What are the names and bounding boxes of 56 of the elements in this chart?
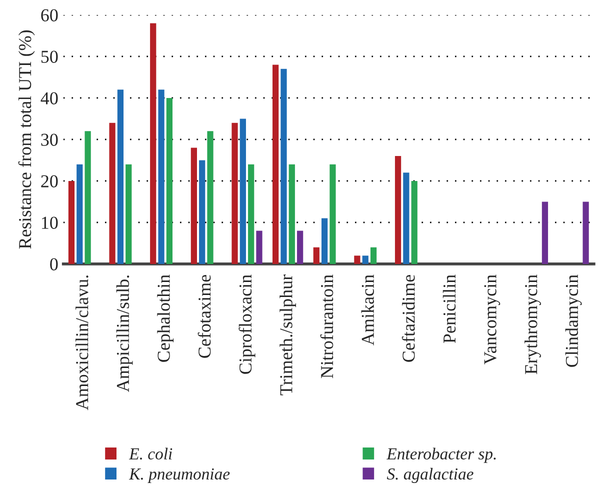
bar	[76, 164, 83, 264]
bar	[68, 180, 75, 264]
x-tick-label: Nitrofurantoin	[320, 274, 334, 378]
x-tick-label: Penicillin	[442, 274, 456, 344]
legend-label: Enterobacter sp.	[386, 448, 496, 463]
x-tick-label: Cefotaxime	[198, 274, 211, 358]
bar	[280, 68, 287, 264]
bar	[411, 180, 418, 264]
bar	[370, 247, 377, 264]
x-tick-label: Amoxicillin/clavu.	[76, 276, 88, 410]
bar	[288, 164, 295, 264]
x-tick-label: Clindamycin	[565, 274, 582, 367]
y-tick-label: 0	[50, 258, 58, 270]
x-tick-label: Ampicillin/sulb.	[116, 276, 133, 392]
legend-label: E. coli	[128, 448, 172, 460]
bar	[330, 164, 336, 264]
bar	[207, 131, 214, 264]
bar	[256, 230, 262, 264]
y-tick-label: 30	[41, 134, 58, 146]
bar	[248, 164, 254, 264]
bar	[166, 98, 173, 264]
y-tick-label: 20	[41, 175, 58, 188]
bar	[297, 230, 304, 264]
bar	[158, 90, 164, 264]
bar	[117, 90, 124, 264]
bar	[354, 256, 360, 264]
legend-label: K. pneumoniae	[128, 468, 230, 483]
x-tick-label: Erythromycin	[524, 274, 541, 374]
bar	[199, 160, 206, 264]
bar	[126, 164, 132, 264]
bar	[313, 247, 320, 264]
y-tick-label: 10	[42, 216, 58, 229]
y-tick-label: 60	[41, 9, 58, 22]
bar	[582, 202, 589, 264]
bar	[190, 148, 197, 264]
bar	[362, 256, 368, 264]
y-tick-label: 50	[41, 50, 58, 63]
x-tick-label: Trimeth./sulphur	[280, 274, 296, 396]
bar	[150, 23, 156, 264]
bar	[240, 118, 246, 264]
x-tick-label: Amikacin	[361, 274, 374, 346]
bar	[394, 156, 402, 264]
bar	[109, 122, 116, 264]
x-tick-label: Ciprofloxacin	[238, 274, 256, 374]
bar	[321, 218, 328, 264]
bar	[84, 131, 91, 264]
y-axis-title: Resistance from total UTI (%)	[18, 30, 35, 249]
bar	[403, 172, 410, 264]
bar	[542, 202, 548, 264]
legend-label: S. agalactiae	[386, 468, 474, 483]
y-tick-label: 40	[40, 92, 58, 104]
x-tick-label: Cephalothin	[157, 274, 174, 362]
bar	[272, 64, 279, 264]
bar	[232, 122, 238, 264]
x-tick-label: Ceftazidime	[402, 274, 415, 362]
x-tick-label: Vancomycin	[484, 274, 500, 364]
